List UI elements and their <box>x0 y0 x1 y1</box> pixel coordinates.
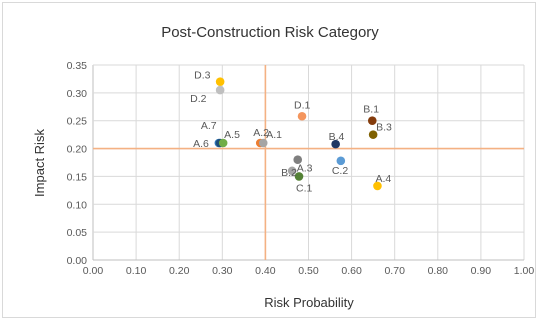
point-label: B.3 <box>376 122 392 134</box>
chart-title: Post-Construction Risk Category <box>161 24 379 41</box>
x-tick-label: 0.60 <box>341 265 362 277</box>
y-tick-label: 0.10 <box>67 199 88 211</box>
y-tick-label: 0.25 <box>67 116 88 128</box>
data-point-d-2 <box>215 85 225 95</box>
x-tick-label: 0.90 <box>471 265 492 277</box>
point-label: A.2 <box>253 127 269 139</box>
x-tick-label: 0.30 <box>212 265 233 277</box>
point-label: B.4 <box>329 131 345 143</box>
y-tick-label: 0.20 <box>67 144 88 156</box>
data-point-a-4 <box>373 181 382 191</box>
data-point-d-3 <box>215 77 225 87</box>
data-point-d-1 <box>297 111 307 121</box>
data-point-b-1 <box>367 116 377 126</box>
y-tick-label: 0.15 <box>67 171 88 183</box>
y-tick-label: 0.30 <box>67 88 88 100</box>
data-point-c-1 <box>294 172 304 181</box>
x-axis-title: Risk Probability <box>264 295 354 310</box>
data-point-b-2 <box>287 166 297 176</box>
point-label: D.3 <box>194 70 211 82</box>
x-tick-label: 0.40 <box>255 265 276 277</box>
point-label: C.2 <box>332 165 349 177</box>
data-point-b-4 <box>331 139 340 149</box>
y-axis-title: Impact Risk <box>32 129 47 197</box>
y-tick-label: 0.05 <box>67 227 88 239</box>
point-label: C.1 <box>296 182 313 194</box>
point-label: A.3 <box>297 163 313 175</box>
data-point-a-1 <box>258 138 268 148</box>
x-tick-label: 1.00 <box>514 265 535 277</box>
point-label: A.1 <box>266 129 282 141</box>
data-point-a-3 <box>293 155 303 165</box>
point-label: B.1 <box>363 104 379 116</box>
x-tick-label: 0.80 <box>428 265 449 277</box>
reference-lines <box>93 65 524 260</box>
grid <box>92 64 525 261</box>
point-label: A.5 <box>224 129 240 141</box>
point-label: A.4 <box>375 173 391 185</box>
data-point-c-2 <box>336 156 346 166</box>
point-label: D.2 <box>190 93 207 105</box>
data-point-a-5 <box>218 138 228 148</box>
data-point-b-3 <box>368 130 378 139</box>
y-tick-label: 0.35 <box>67 60 88 72</box>
x-tick-label: 0.00 <box>83 265 104 277</box>
point-label: B.2 <box>281 167 297 179</box>
point-label: A.6 <box>193 138 209 150</box>
chart-frame <box>2 2 536 318</box>
point-labels: D.3 D.2 A.7 A.6 A.5 A.2A.1 D.1 B.4 B.1 B.3 A.3B.2 C… <box>190 70 392 195</box>
data-points <box>214 77 382 191</box>
x-tick-label: 0.20 <box>169 265 190 277</box>
x-tick-label: 0.70 <box>384 265 405 277</box>
x-tick-label: 0.50 <box>298 265 319 277</box>
point-label: A.7 <box>201 120 217 132</box>
point-label: D.1 <box>294 99 311 111</box>
x-tick-label: 0.10 <box>126 265 147 277</box>
y-tick-label: 0.00 <box>67 255 88 267</box>
tick-labels: 0.00 0.10 0.20 0.30 0.40 0.50 0.60 0.70 0.80 0.90… <box>67 60 535 277</box>
